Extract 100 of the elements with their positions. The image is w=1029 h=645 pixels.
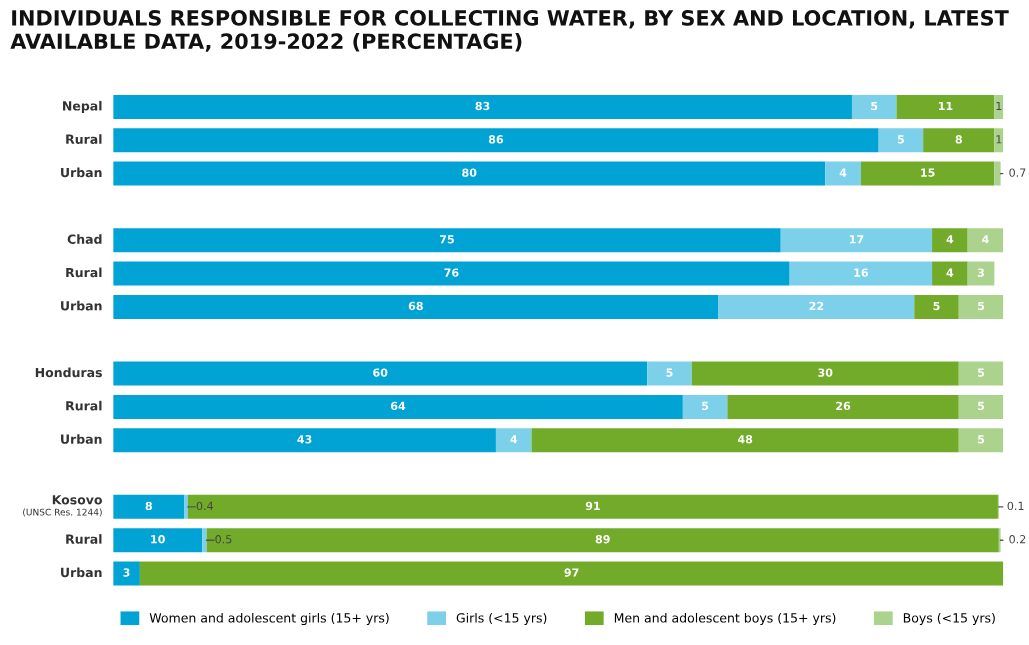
bar	[923, 128, 995, 153]
bar	[958, 394, 1004, 419]
bar	[206, 528, 999, 553]
bar	[113, 394, 683, 419]
bar	[184, 494, 188, 519]
bar	[113, 261, 790, 286]
legend-label: Men and adolescent boys (15+ yrs)	[614, 612, 836, 626]
bar	[113, 161, 826, 186]
legend-label: Women and adolescent girls (15+ yrs)	[149, 612, 389, 626]
bar	[994, 94, 1004, 119]
data-label: 8	[955, 135, 962, 144]
data-label: 5	[702, 401, 709, 411]
bar	[495, 428, 532, 453]
data-label: 3	[977, 268, 984, 277]
data-label: 0.5	[215, 535, 232, 544]
data-label: 10	[151, 535, 165, 544]
bar	[896, 94, 995, 119]
data-label: 5	[978, 435, 985, 444]
data-label: 5	[978, 401, 985, 411]
bar	[878, 128, 924, 153]
data-label: 80	[462, 168, 477, 177]
data-label: 0.4	[196, 501, 214, 511]
data-label: 97	[564, 568, 579, 577]
bar	[113, 494, 185, 519]
y-tick-label: Rural	[66, 400, 102, 411]
data-label: 5	[897, 135, 904, 144]
bar	[958, 428, 1004, 453]
data-label: 4	[946, 268, 954, 277]
data-label: 5	[666, 368, 673, 377]
bar	[531, 428, 959, 453]
data-label: 76	[444, 268, 459, 277]
bar	[113, 94, 852, 119]
data-label: 91	[585, 501, 600, 511]
bar	[691, 361, 959, 386]
y-tick-label: Rural	[66, 534, 102, 544]
data-label: 0.1	[1007, 501, 1024, 511]
data-label: 22	[809, 301, 824, 310]
data-label: 86	[488, 135, 504, 144]
y-tick-label: Kosovo (UNSC Res. 1244)	[23, 495, 102, 517]
y-tick-label: Rural	[66, 134, 102, 144]
bar	[139, 561, 1004, 586]
bar	[727, 394, 959, 419]
bar	[113, 128, 879, 153]
bar	[967, 228, 1004, 253]
y-tick-label: Urban	[61, 167, 102, 178]
data-label: 0.7	[1009, 168, 1026, 177]
legend-label: Girls (<15 yrs)	[456, 612, 547, 626]
bar	[789, 261, 933, 286]
data-label: 1	[996, 135, 1002, 144]
bar	[187, 494, 998, 519]
bar	[994, 161, 1001, 186]
bar	[113, 428, 496, 453]
data-label: 5	[978, 368, 985, 377]
data-label: 4	[510, 435, 518, 444]
data-label: 8	[145, 501, 152, 511]
bar	[851, 94, 897, 119]
data-label: 68	[408, 301, 423, 311]
data-label: 4	[839, 168, 847, 177]
data-label: 30	[818, 368, 833, 377]
chart-title: INDIVIDUALS RESPONSIBLE FOR COLLECTING WATER, BY SEX AND LOCATION, LATEST AVAILABLE DATA, 2019-2022 (PERCENTAGE)	[10, 10, 1009, 52]
data-label: 5	[871, 101, 878, 111]
data-label: 60	[373, 368, 388, 377]
data-label: 0.2	[1009, 535, 1026, 544]
bar	[113, 528, 203, 553]
bar	[202, 528, 207, 553]
data-label: 5	[933, 301, 940, 311]
bar	[113, 361, 648, 386]
y-tick-label: Honduras	[35, 367, 102, 378]
data-label: 1	[996, 101, 1002, 111]
data-label: 4	[982, 235, 989, 244]
bar	[914, 294, 959, 319]
data-label: 83	[475, 101, 490, 111]
data-label: 17	[849, 235, 864, 244]
data-label: 4	[946, 235, 954, 244]
data-label: 75	[439, 235, 454, 244]
bar	[994, 128, 1004, 153]
bar	[825, 161, 861, 186]
bar	[113, 228, 781, 253]
bar	[780, 228, 933, 253]
y-tick-label: Urban	[61, 300, 102, 311]
bar	[718, 294, 915, 319]
data-label: 3	[123, 568, 130, 577]
data-label: 43	[297, 435, 312, 444]
data-label: 89	[595, 535, 610, 544]
bar	[682, 394, 728, 419]
y-tick-label: Urban	[61, 434, 102, 444]
bar	[932, 261, 968, 286]
y-tick-label: Nepal	[63, 100, 102, 114]
data-label: 11	[938, 101, 953, 111]
data-label: 5	[978, 301, 985, 311]
data-label: 16	[854, 268, 868, 277]
data-label: 15	[921, 168, 935, 177]
data-label: 64	[390, 401, 406, 411]
y-tick-label: Rural	[66, 267, 102, 278]
bar	[932, 228, 968, 253]
bar	[647, 361, 692, 386]
bar	[113, 561, 140, 586]
bar	[958, 294, 1004, 319]
legend-label: Boys (<15 yrs)	[903, 612, 995, 626]
y-tick-label: Urban	[61, 567, 102, 578]
